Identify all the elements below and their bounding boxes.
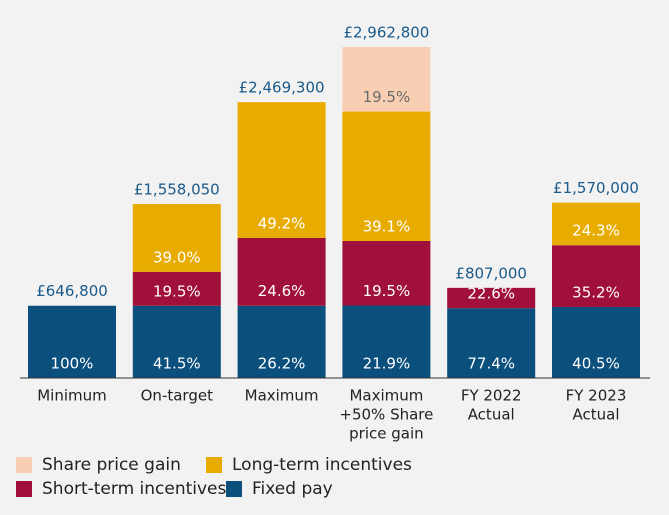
bar-segment <box>237 102 326 238</box>
bar-segment <box>342 111 431 241</box>
bar-segment <box>132 203 221 272</box>
legend-label: Short-term incentives <box>42 479 227 499</box>
segment-label: 21.9% <box>363 355 411 373</box>
segment-label: 49.2% <box>258 214 306 232</box>
legend-swatch <box>16 457 32 473</box>
total-label: £2,469,300 <box>239 79 325 97</box>
x-tick-label: FY 2023 <box>566 387 627 405</box>
legend-swatch <box>16 481 32 497</box>
segment-label: 77.4% <box>467 355 515 373</box>
segment-label: 100% <box>51 355 94 373</box>
bar-segment <box>342 305 431 378</box>
bar-segment <box>552 202 640 246</box>
bar-segment <box>342 240 431 306</box>
legend-label: Long-term incentives <box>232 455 412 475</box>
legend-label: Fixed pay <box>252 479 333 499</box>
segment-label: 19.5% <box>363 88 411 106</box>
bar-segment <box>552 306 640 378</box>
bar-segment <box>447 308 536 378</box>
bar-segment <box>447 287 536 309</box>
total-label: £1,558,050 <box>134 180 220 198</box>
segment-label: 26.2% <box>258 355 306 373</box>
x-tick-label: Maximum <box>349 387 423 405</box>
total-label: £646,800 <box>36 282 108 300</box>
x-tick-label: Actual <box>468 406 515 424</box>
x-tick-label: price gain <box>349 425 424 443</box>
segment-label: 24.3% <box>572 222 620 240</box>
segment-label: 24.6% <box>258 282 306 300</box>
bar-segment <box>237 237 326 306</box>
total-label: £2,962,800 <box>343 24 429 42</box>
x-tick-label: Actual <box>573 406 620 424</box>
x-tick-label: Minimum <box>37 387 107 405</box>
total-label: £1,570,000 <box>553 179 639 197</box>
bar-segment <box>132 305 221 378</box>
segment-label: 22.6% <box>467 285 515 303</box>
segment-label: 19.5% <box>363 282 411 300</box>
segment-label: 39.1% <box>363 217 411 235</box>
x-tick-label: On-target <box>141 387 213 405</box>
legend-swatch <box>206 457 222 473</box>
bar-segment <box>342 47 431 112</box>
segment-label: 39.0% <box>153 248 201 266</box>
x-tick-label: Maximum <box>245 387 319 405</box>
segment-label: 41.5% <box>153 355 201 373</box>
x-tick-label: +50% Share <box>339 406 433 424</box>
legend-swatch <box>226 481 242 497</box>
bar-segment <box>28 305 116 378</box>
segment-label: 40.5% <box>572 355 620 373</box>
segment-label: 35.2% <box>572 283 620 301</box>
legend-label: Share price gain <box>42 455 181 475</box>
bar-segment <box>237 305 326 378</box>
bar-segment <box>552 245 640 307</box>
x-tick-label: FY 2022 <box>461 387 522 405</box>
bar-segment <box>132 271 221 306</box>
segment-label: 19.5% <box>153 282 201 300</box>
total-label: £807,000 <box>455 264 527 282</box>
